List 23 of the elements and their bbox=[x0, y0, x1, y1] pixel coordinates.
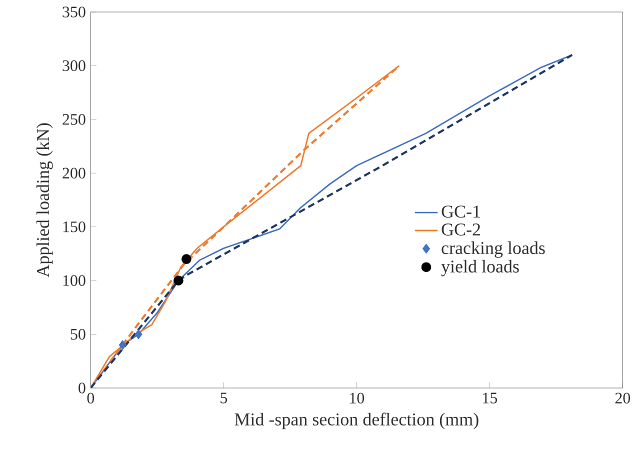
y-tick-label: 350 bbox=[62, 6, 86, 18]
point bbox=[174, 276, 184, 286]
x-axis-title: Mid -span secion deflection (mm) bbox=[234, 412, 478, 430]
legend-label: GC-1 bbox=[442, 206, 480, 218]
y-axis-title: Applied loading (kN) bbox=[36, 123, 53, 278]
legend-label: cracking loads bbox=[442, 241, 545, 258]
x-tick-label: 10 bbox=[350, 392, 364, 404]
point bbox=[118, 340, 126, 350]
y-tick-label: 200 bbox=[62, 168, 86, 179]
legend-label: yield loads bbox=[441, 260, 519, 276]
y-tick-label: 0 bbox=[78, 382, 86, 394]
x-tick-label: 0 bbox=[87, 392, 94, 404]
legend-label: GC-2 bbox=[442, 224, 480, 236]
point bbox=[181, 254, 192, 264]
y-tick-label: 100 bbox=[63, 275, 86, 286]
y-tick-label: 300 bbox=[62, 60, 86, 72]
y-tick-label: 250 bbox=[62, 114, 86, 125]
y-tick-label: 150 bbox=[63, 221, 86, 232]
x-tick-label: 20 bbox=[615, 392, 630, 404]
point bbox=[134, 329, 142, 340]
x-tick-label: 5 bbox=[220, 392, 228, 404]
x-tick-label: 15 bbox=[483, 392, 498, 404]
y-tick-label: 50 bbox=[70, 328, 86, 340]
